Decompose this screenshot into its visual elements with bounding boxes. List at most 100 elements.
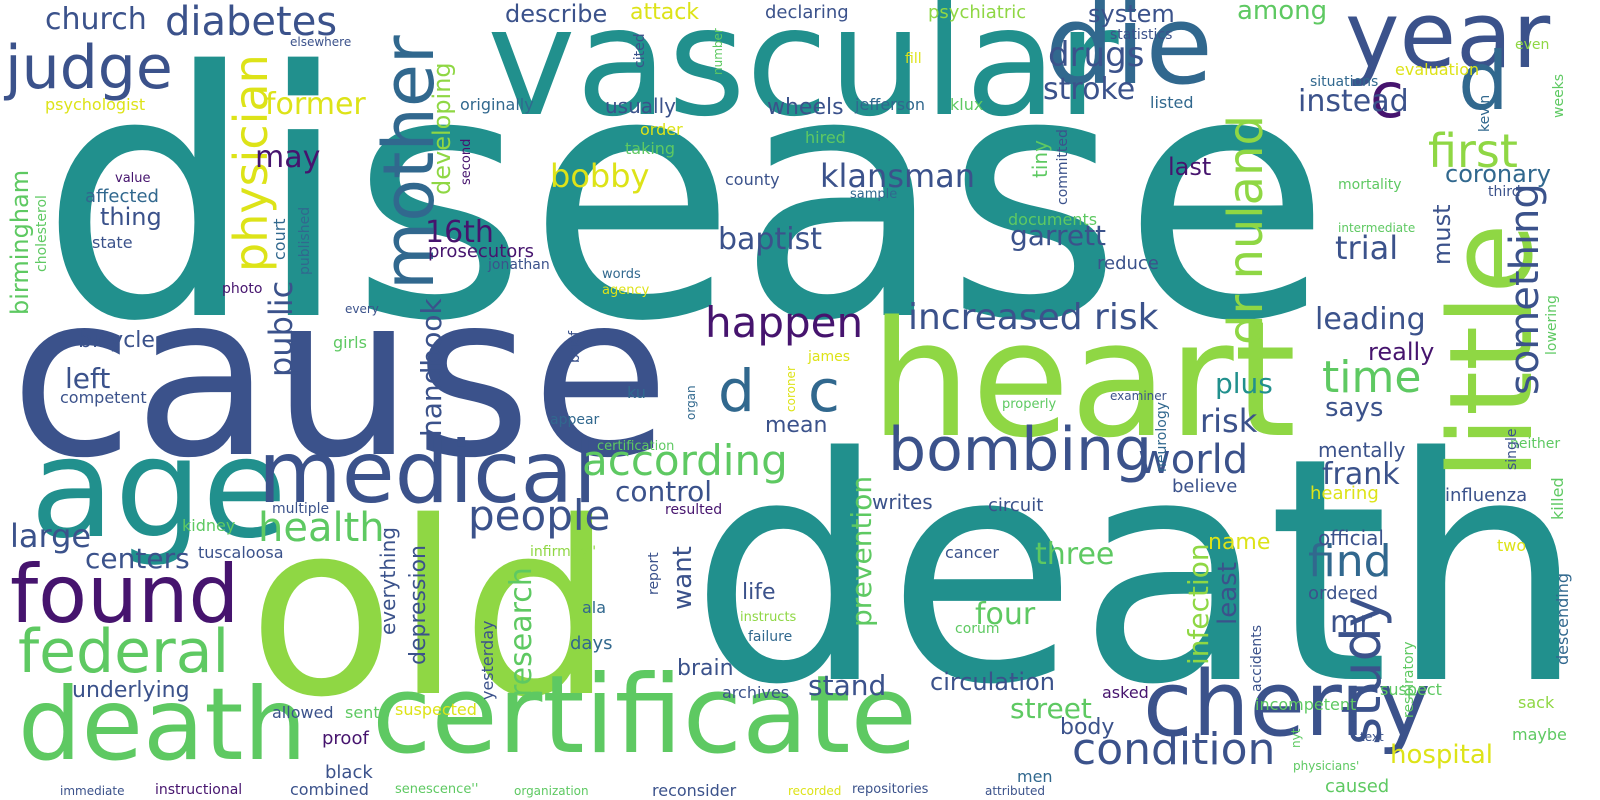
word-happen: happen [705, 298, 864, 347]
word-resulted: resulted [665, 502, 723, 518]
word-public: public [262, 280, 300, 377]
word-published: published [297, 206, 313, 275]
word-yesterday: yesterday [478, 620, 497, 701]
word-properly: properly [1002, 397, 1057, 412]
word-baptist: baptist [718, 222, 822, 257]
word-incompetent: incompetent [1255, 695, 1357, 714]
word-medical: medical [258, 423, 598, 523]
word-death: death [690, 392, 1586, 753]
word-third: third [1488, 184, 1521, 200]
word-psychiatric: psychiatric [928, 2, 1027, 23]
word-every: every [345, 302, 379, 316]
word-immediate: immediate [60, 784, 125, 798]
word-sent: sent [345, 703, 380, 722]
word-documents: documents [1008, 210, 1098, 229]
word-archives: archives [722, 683, 790, 702]
word-may: may [255, 140, 321, 175]
word-county: county [725, 170, 780, 189]
word-sample: sample [850, 187, 898, 202]
word-according: according [582, 436, 788, 485]
word-proof: proof [322, 728, 369, 749]
word-three: three [1035, 537, 1115, 572]
word-klux: klux [950, 95, 984, 114]
word-number: number [711, 28, 725, 75]
word-vascular: vascular [487, 0, 1119, 150]
word-cited: cited [632, 33, 648, 68]
word-organization: organization [514, 784, 589, 798]
word-certification: certification [597, 439, 675, 454]
word-usually: usually [605, 94, 676, 118]
word-garrett: garrett [1010, 219, 1107, 252]
word-street: street [1010, 692, 1092, 725]
word-large: large [10, 517, 92, 555]
word-left: left [65, 362, 111, 395]
word-recorded: recorded [788, 784, 842, 798]
word-infection: infection [1182, 543, 1215, 665]
word-dc_d: d [718, 357, 755, 425]
word-official: official [1318, 526, 1384, 550]
word-kevin: kevin [1477, 94, 1493, 132]
word-listed: listed [1150, 93, 1194, 112]
word-lowering: lowering [1544, 295, 1560, 355]
word-taking: taking [625, 139, 676, 158]
word-name: name [1208, 530, 1271, 555]
word-die: die [1045, 0, 1214, 109]
word-sixteenth: 16th [425, 215, 494, 250]
word-c1: c [1370, 59, 1405, 132]
word-last: last [1168, 153, 1212, 181]
word-life: life [742, 580, 776, 605]
word-mentally: mentally [1318, 438, 1406, 462]
word-organ: organ [684, 385, 698, 420]
word-diabetes: diabetes [165, 0, 338, 45]
word-age: age [30, 408, 288, 569]
word-tuscaloosa: tuscaloosa [198, 543, 284, 562]
word-elsewhere: elsewhere [290, 35, 352, 49]
word-descending: descending [1553, 572, 1572, 665]
word-men: men [1017, 767, 1053, 786]
word-evaluation: evaluation [1395, 60, 1480, 79]
word-frank: frank [1322, 457, 1400, 492]
word-plus: plus [1215, 367, 1273, 400]
word-repositories: repositories [852, 782, 929, 797]
word-least: least [1213, 562, 1243, 625]
word-describe: describe [505, 0, 608, 28]
word-really: really [1368, 338, 1435, 366]
word-asked: asked [1102, 683, 1149, 702]
word-depression: depression [406, 544, 431, 665]
word-first: first [1428, 124, 1518, 178]
word-cause: cause [10, 246, 670, 508]
word-condition: condition [1072, 724, 1276, 775]
word-photo: photo [222, 281, 263, 297]
word-year: year [1345, 0, 1551, 89]
word-text: text [1360, 730, 1384, 744]
word-caused: caused [1325, 776, 1390, 797]
word-handbook: handbook [415, 298, 448, 437]
word-maybe: maybe [1512, 725, 1567, 744]
word-underlying: underlying [72, 678, 190, 703]
word-four: four [975, 597, 1036, 632]
word-tiny: tiny [1028, 140, 1052, 178]
word-suspect: suspect [1380, 680, 1442, 699]
word-declaring: declaring [765, 2, 849, 23]
word-bicycle: bicycle [78, 328, 155, 353]
word-instructs: instructs [740, 610, 797, 625]
word-state: state [92, 233, 133, 252]
word-agency: agency [602, 283, 650, 298]
word-even: even [1515, 37, 1550, 53]
word-hired: hired [805, 128, 846, 147]
word-system: system [1088, 0, 1175, 28]
word-instructional: instructional [155, 782, 243, 798]
word-girls: girls [333, 333, 367, 352]
word-prosecutors: prosecutors [428, 241, 535, 262]
word-black: black [325, 762, 373, 783]
word-church: church [45, 2, 147, 37]
word-dc_c: c [808, 357, 840, 425]
word-ordered: ordered [1308, 583, 1379, 604]
word-find: find [1308, 536, 1392, 587]
word-failure: failure [748, 629, 793, 645]
word-d1: d [1458, 35, 1509, 128]
word-neurology: neurology [1154, 402, 1170, 472]
word-weeks: weeks [1551, 73, 1567, 118]
word-nyt: nyt [1289, 728, 1303, 748]
